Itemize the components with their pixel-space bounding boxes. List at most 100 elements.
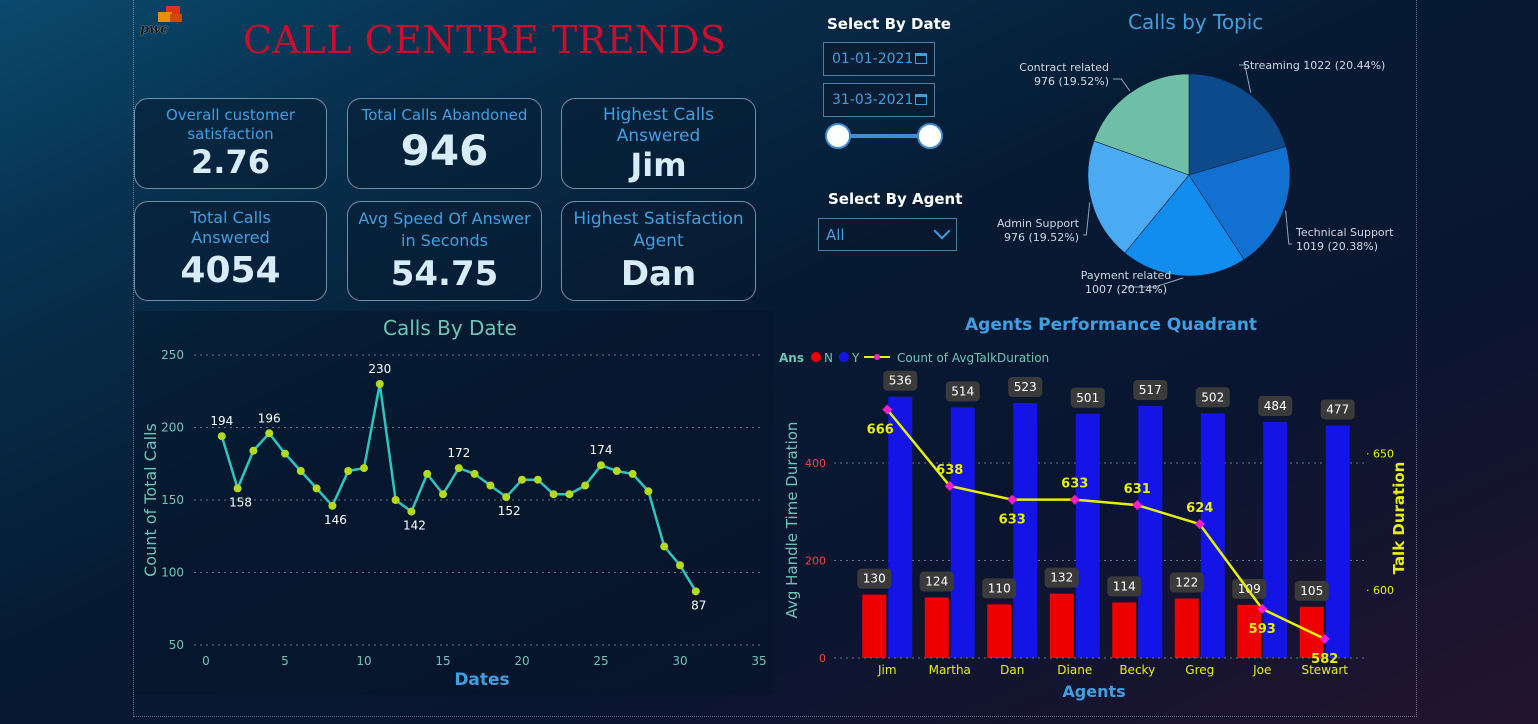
bar-label-chip (1294, 580, 1329, 601)
line-chart-panel (134, 311, 774, 695)
kpi-value: 4054 (180, 250, 281, 291)
bar-chart-title: Agents Performance Quadrant (965, 315, 1258, 335)
bar-y-label: 484 (1264, 399, 1287, 413)
slice-label: Contract related (1019, 61, 1109, 74)
y-tick-label: 250 (161, 348, 184, 362)
bar-n-label: 122 (1175, 576, 1198, 590)
x-tick-label: Jim (877, 663, 897, 677)
slice-label: Admin Support (997, 217, 1080, 230)
slider-start-handle[interactable] (825, 123, 851, 149)
bar-n-label: 105 (1300, 584, 1323, 598)
kpi-value: Dan (620, 254, 697, 294)
data-point (439, 490, 447, 499)
data-label: 152 (498, 504, 521, 518)
x-tick-label: 15 (435, 654, 450, 668)
slice-label: Streaming 1022 (20.44%) (1243, 59, 1385, 72)
y2-axis-title: Talk Duration (1390, 462, 1408, 575)
calendar-icon[interactable] (915, 94, 927, 105)
kpi-card-total-answered: Total Calls Answered 4054 (134, 201, 327, 301)
data-point (265, 429, 274, 438)
talk-label: 633 (1061, 477, 1088, 492)
bar-n-label: 130 (863, 572, 886, 586)
calls-by-date-line-chart: 50 100 150 200 250 0 5 10 15 20 25 30 35 Dates Count o… (141, 348, 767, 690)
talk-marker (1069, 494, 1080, 505)
data-label: 87 (691, 598, 706, 612)
bar-y-label: 536 (889, 374, 912, 388)
kpi-label: Total Calls Answered (190, 208, 271, 247)
talk-duration-line (886, 408, 1326, 641)
x-axis-title: Dates (454, 670, 509, 690)
data-point (233, 484, 242, 493)
talk-label: 633 (999, 513, 1026, 528)
kpi-card-avg-speed: Avg Speed Of Answer in Seconds 54.75 (347, 201, 542, 301)
slice-label: Technical Support (1295, 226, 1394, 239)
leader-line (1126, 277, 1184, 288)
calendar-icon[interactable] (915, 53, 927, 64)
bar-n-label: 109 (1238, 582, 1261, 596)
kpi-label: Highest Calls Answered (602, 105, 715, 146)
data-label: 142 (403, 519, 426, 533)
pie-slice (1087, 140, 1190, 254)
date-range-slider[interactable] (838, 134, 930, 138)
legend-marker-talk (874, 354, 880, 360)
slice-value-label: 1007 (20.14%) (1085, 283, 1167, 296)
talk-marker (1007, 494, 1018, 505)
data-point (281, 449, 289, 458)
data-point (581, 481, 590, 490)
slider-end-handle[interactable] (917, 123, 943, 149)
data-point (470, 469, 479, 478)
bar-label-chip (1232, 578, 1267, 599)
data-point (328, 501, 337, 510)
bar-label-chip (919, 571, 954, 592)
bar-label-chip (1195, 387, 1230, 408)
calls-by-topic-pie-chart: Streaming 1022 (20.44%) Technical Support… (997, 59, 1394, 296)
data-point (565, 490, 574, 499)
talk-marker (1132, 500, 1143, 511)
x-tick-label: Diane (1057, 663, 1092, 677)
leader-line (1239, 64, 1252, 93)
leader-line (1113, 78, 1131, 92)
x-tick-label: 25 (593, 654, 608, 668)
data-point (454, 464, 463, 473)
talk-label: 631 (1124, 482, 1151, 497)
bar-n-label: 110 (988, 581, 1011, 595)
bar-y-label: 517 (1139, 383, 1162, 397)
kpi-value: 2.76 (191, 143, 270, 181)
bar-label-chip (945, 381, 980, 402)
talk-marker (944, 481, 955, 491)
data-point (691, 587, 700, 596)
pie-slice (1124, 174, 1245, 277)
talk-label: 624 (1186, 501, 1213, 516)
start-date-input[interactable]: 01-01-2021 (823, 42, 935, 76)
talk-label: 638 (936, 463, 963, 478)
pwc-logo: pwc (138, 4, 186, 40)
start-date-value: 01-01-2021 (832, 51, 914, 67)
bar-y (1013, 403, 1038, 658)
data-point (486, 481, 495, 490)
kpi-value: 54.75 (390, 254, 499, 294)
kpi-card-abandoned: Total Calls Abandoned 946 (347, 98, 542, 189)
bar-n (924, 597, 949, 658)
chevron-down-icon[interactable] (933, 222, 951, 240)
end-date-input[interactable]: 31-03-2021 (823, 83, 935, 117)
data-point (533, 475, 542, 484)
y-tick-label: 0 (819, 652, 826, 665)
kpi-card-satisfaction: Overall customer satisfaction 2.76 (134, 98, 327, 189)
data-point (660, 542, 669, 551)
y2-tick-label: · 600 (1366, 584, 1394, 597)
bar-label-chip (1320, 399, 1355, 420)
slice-value-label: 976 (19.52%) (1034, 75, 1109, 88)
bar-y-label: 477 (1326, 402, 1349, 416)
data-label: 196 (258, 411, 281, 425)
data-point (549, 490, 558, 499)
kpi-card-highest-answered: Highest Calls Answered Jim (561, 98, 756, 189)
data-label: 158 (229, 495, 252, 509)
pie-slice (1188, 146, 1291, 261)
data-point (676, 561, 684, 570)
end-date-value: 31-03-2021 (832, 92, 914, 108)
data-point (644, 487, 653, 496)
bar-y-label: 502 (1201, 390, 1224, 404)
agent-select-dropdown[interactable]: All (818, 218, 957, 251)
leader-line (1083, 202, 1091, 236)
x-tick-label: Dan (1000, 663, 1024, 677)
